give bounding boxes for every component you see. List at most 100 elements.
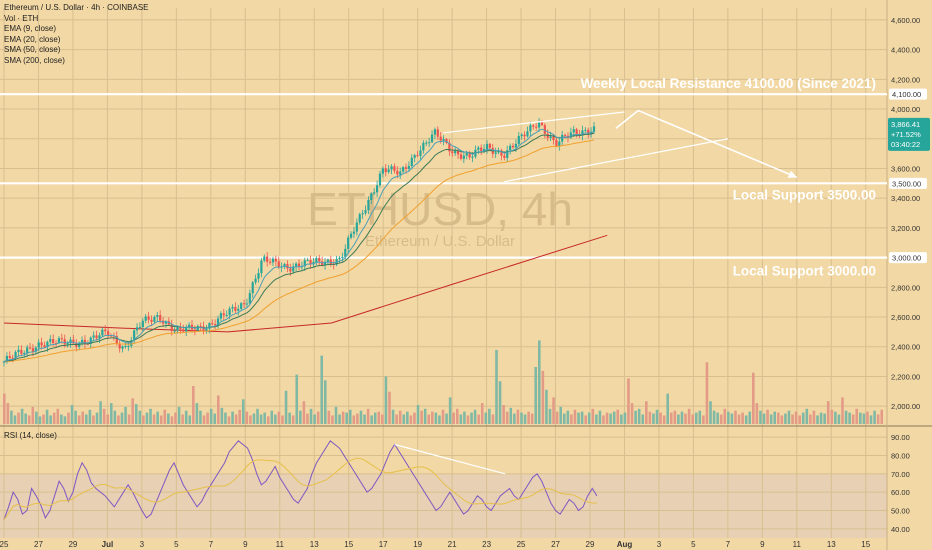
volume-bar xyxy=(131,398,134,424)
volume-bar xyxy=(38,416,42,424)
volume-bar xyxy=(769,414,773,424)
volume-bar xyxy=(623,412,627,424)
volume-bar xyxy=(177,406,181,424)
volume-bar xyxy=(142,415,145,424)
candle-body xyxy=(303,260,306,267)
volume-bar xyxy=(530,413,534,424)
volume-bar xyxy=(209,408,213,424)
candle-body xyxy=(92,335,95,338)
last-price-change: +71.52% xyxy=(891,130,921,139)
volume-bar xyxy=(234,414,238,424)
volume-bar xyxy=(327,410,331,424)
candle-body xyxy=(361,213,364,215)
x-tick-label: 7 xyxy=(726,540,731,549)
volume-bar xyxy=(741,412,744,424)
volume-bar xyxy=(702,415,705,424)
volume-bar xyxy=(862,413,866,424)
candle-body xyxy=(561,134,564,142)
volume-bar xyxy=(698,410,702,424)
volume-bar xyxy=(188,415,192,424)
volume-bar xyxy=(31,406,35,424)
candle-body xyxy=(83,339,87,344)
volume-bar xyxy=(734,410,737,424)
volume-bar xyxy=(384,376,388,424)
candle-body xyxy=(535,126,538,128)
volume-bar xyxy=(338,414,341,424)
x-tick-label: 15 xyxy=(344,540,353,549)
volume-bar xyxy=(459,414,463,424)
volume-bar xyxy=(719,414,723,424)
volume-bar xyxy=(199,410,202,424)
x-tick-label: 15 xyxy=(861,540,870,549)
candle-body xyxy=(17,349,20,352)
volume-bar xyxy=(252,413,256,424)
legend-ema20[interactable]: EMA (20, close) xyxy=(4,34,61,44)
candle-body xyxy=(49,339,52,342)
volume-bar xyxy=(295,374,299,424)
legend-volume[interactable]: Vol · ETH xyxy=(4,13,39,23)
rsi-legend[interactable]: RSI (14, close) xyxy=(4,431,57,440)
volume-bar xyxy=(263,412,266,424)
candle-body xyxy=(225,314,228,316)
volume-bar xyxy=(873,410,876,424)
volume-bar xyxy=(466,415,470,424)
volume-bar xyxy=(438,415,441,424)
volume-bar xyxy=(662,415,666,424)
ema9-line xyxy=(3,128,595,363)
candle-body xyxy=(277,261,280,268)
candle-body xyxy=(387,169,390,173)
candle-body xyxy=(242,303,246,305)
price-tick-label: 3,600.00 xyxy=(891,164,920,173)
candle-body xyxy=(500,150,503,156)
price-tick-label: 2,400.00 xyxy=(891,343,920,352)
candle-body xyxy=(555,140,558,147)
volume-bar xyxy=(81,411,85,424)
price-tick-label: 4,200.00 xyxy=(891,75,920,84)
rsi-tick-label: 80.00 xyxy=(891,452,910,461)
candle-body xyxy=(393,166,396,171)
candle-body xyxy=(138,326,142,328)
volume-bar xyxy=(830,409,834,424)
candle-body xyxy=(326,259,330,262)
volume-bar xyxy=(595,414,598,424)
x-tick-label: 5 xyxy=(174,540,179,549)
volume-bar xyxy=(648,411,652,424)
candle-body xyxy=(185,326,188,332)
x-tick-label: 27 xyxy=(34,540,43,549)
volume-bar xyxy=(580,411,584,424)
x-tick-label: 25 xyxy=(517,540,526,549)
support-3500-label: Local Support 3500.00 xyxy=(733,187,876,202)
candle-body xyxy=(219,313,223,319)
legend-ema9[interactable]: EMA (9, close) xyxy=(4,24,57,33)
candle-body xyxy=(482,149,486,151)
legend-sma50[interactable]: SMA (50, close) xyxy=(4,45,61,54)
candle-body xyxy=(465,153,468,156)
candle-body xyxy=(135,327,139,331)
x-tick-label: 13 xyxy=(310,540,319,549)
volume-bar xyxy=(677,414,680,424)
volume-bar xyxy=(341,411,345,424)
rsi-band xyxy=(0,473,887,538)
volume-bar xyxy=(420,410,423,424)
candle-body xyxy=(367,199,370,211)
x-tick-label: 7 xyxy=(209,540,214,549)
volume-bar xyxy=(398,410,402,424)
candle-body xyxy=(251,282,254,294)
candle-body xyxy=(439,136,442,141)
resistance-label: Weekly Local Resistance 4100.00 (Since 2… xyxy=(581,76,876,91)
legend-sma200[interactable]: SMA (200, close) xyxy=(4,55,65,65)
volume-bar xyxy=(705,362,709,424)
volume-bar xyxy=(609,413,612,424)
volume-bar xyxy=(117,415,120,424)
volume-bar xyxy=(780,415,784,424)
candle-body xyxy=(31,348,35,352)
volume-bar xyxy=(241,399,245,424)
symbol-title[interactable]: Ethereum / U.S. Dollar · 4h · COINBASE xyxy=(4,3,149,12)
volume-bar xyxy=(370,415,373,424)
volume-bar xyxy=(851,414,855,424)
candle-body xyxy=(404,167,408,169)
volume-bar xyxy=(195,403,199,424)
volume-bar xyxy=(809,414,812,424)
candle-body xyxy=(569,132,572,138)
